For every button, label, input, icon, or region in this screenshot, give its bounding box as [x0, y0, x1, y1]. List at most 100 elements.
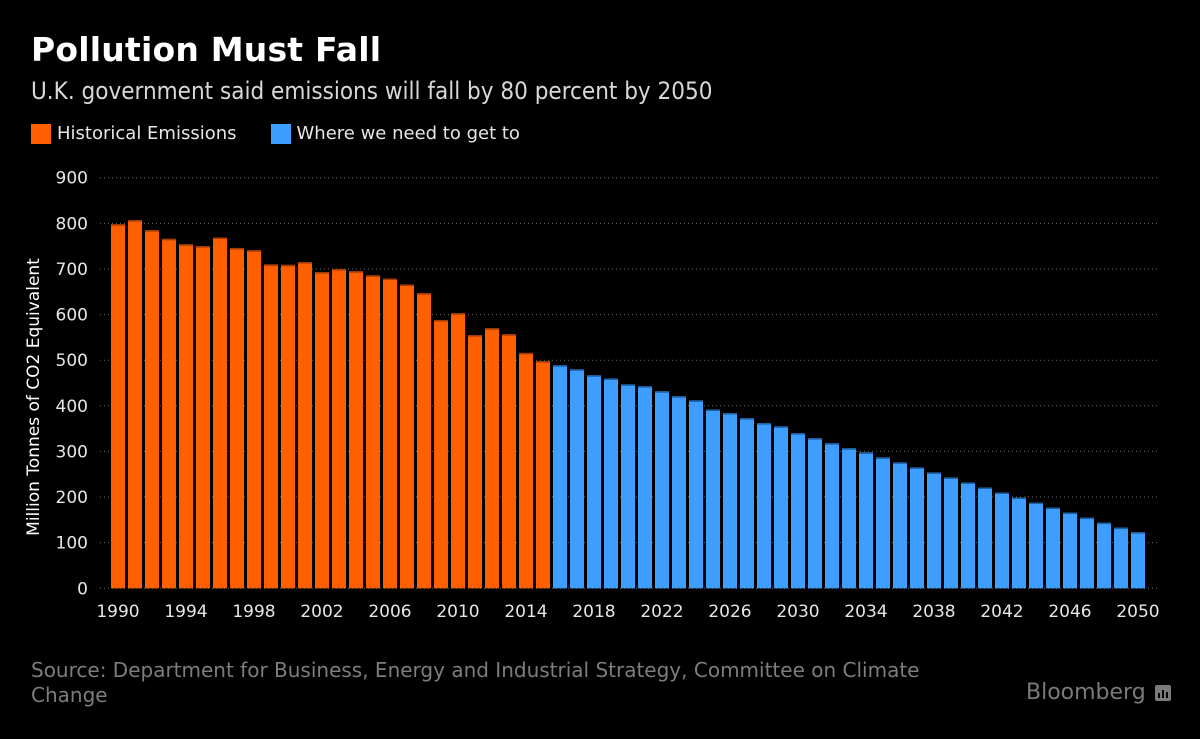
bar-2035 — [876, 457, 890, 589]
bar-2026 — [723, 413, 737, 589]
legend-item-historical: Historical Emissions — [31, 123, 237, 144]
bar-top-edge — [570, 369, 584, 371]
bar-top-edge — [808, 438, 822, 440]
x-tick-label: 1994 — [164, 602, 207, 622]
bar-top-edge — [451, 313, 465, 315]
bar-2019 — [604, 378, 618, 589]
legend-swatch-target — [270, 123, 291, 144]
bar-2011 — [468, 335, 482, 589]
bar-1995 — [196, 246, 210, 589]
bar-top-edge — [876, 457, 890, 459]
source-note: Source: Department for Business, Energy … — [31, 658, 920, 707]
bar-2041 — [978, 487, 992, 589]
bar-2022 — [655, 391, 669, 589]
bar-2016 — [553, 365, 567, 589]
y-tick-label: 700 — [56, 260, 88, 280]
chart-title: Pollution Must Fall — [31, 30, 382, 69]
bar-top-edge — [434, 320, 448, 322]
bar-2030 — [791, 433, 805, 589]
bar-top-edge — [417, 293, 431, 295]
x-tick-label: 2006 — [368, 602, 411, 622]
bar-top-edge — [111, 224, 125, 226]
bar-2006 — [383, 278, 397, 589]
bar-top-edge — [927, 472, 941, 474]
x-axis-ticks: 1990 1994 1998 2002 2006 2010 2014 2018 2022 2026… — [96, 602, 1159, 622]
bar-2009 — [434, 320, 448, 589]
bar-2040 — [961, 482, 975, 589]
bar-1998 — [247, 250, 261, 589]
bar-2018 — [587, 375, 601, 589]
bar-top-edge — [1114, 527, 1128, 530]
bar-top-edge — [893, 462, 907, 464]
bar-1991 — [128, 220, 142, 589]
x-tick-label: 2018 — [572, 602, 615, 622]
bar-1993 — [162, 238, 176, 589]
bar-2037 — [910, 467, 924, 589]
y-tick-label: 400 — [56, 397, 88, 417]
y-tick-label: 100 — [56, 534, 88, 554]
bar-top-edge — [825, 443, 839, 445]
bar-2000 — [281, 264, 295, 589]
x-tick-label: 2034 — [844, 602, 887, 622]
bar-top-edge — [1097, 522, 1111, 525]
bar-top-edge — [349, 271, 363, 273]
x-tick-label: 1998 — [232, 602, 275, 622]
x-tick-label: 2042 — [980, 602, 1023, 622]
y-axis-label: Million Tonnes of CO2 Equivalent — [24, 258, 44, 536]
bar-top-edge — [604, 378, 618, 380]
x-tick-label: 2050 — [1116, 602, 1159, 622]
x-tick-label: 2014 — [504, 602, 547, 622]
bar-top-edge — [264, 264, 278, 266]
bar-top-edge — [1012, 497, 1026, 500]
x-tick-label: 2026 — [708, 602, 751, 622]
bar-2001 — [298, 262, 312, 589]
bar-1997 — [230, 247, 244, 589]
bar-2050 — [1131, 532, 1145, 589]
bar-top-edge — [128, 220, 142, 222]
legend-item-target: Where we need to get to — [270, 123, 520, 144]
bar-top-edge — [230, 247, 244, 250]
bar-top-edge — [638, 386, 652, 388]
bar-2033 — [842, 448, 856, 589]
x-tick-label: 2046 — [1048, 602, 1091, 622]
bar-2043 — [1012, 497, 1026, 589]
bar-2039 — [944, 477, 958, 589]
bar-top-edge — [774, 426, 788, 428]
bar-top-edge — [757, 423, 771, 425]
bar-2002 — [315, 272, 329, 589]
bar-2028 — [757, 423, 771, 589]
bar-top-edge — [247, 250, 261, 252]
x-tick-label: 2022 — [640, 602, 683, 622]
bar-2021 — [638, 386, 652, 589]
bar-top-edge — [723, 413, 737, 415]
bloomberg-logo: Bloomberg — [1026, 680, 1171, 705]
bar-2038 — [927, 472, 941, 589]
y-axis-ticks: 0 100 200 300 400 500 600 700 800 900 — [56, 169, 88, 600]
bar-top-edge — [502, 334, 516, 336]
legend-label-historical: Historical Emissions — [57, 123, 237, 144]
bar-2048 — [1097, 522, 1111, 589]
bar-1996 — [213, 237, 227, 589]
bar-top-edge — [672, 396, 686, 398]
bar-2003 — [332, 268, 346, 589]
bar-top-edge — [332, 268, 346, 271]
bar-1992 — [145, 230, 159, 589]
bar-top-edge — [655, 391, 669, 393]
bar-2049 — [1114, 527, 1128, 589]
bars — [111, 220, 1145, 589]
bar-2008 — [417, 293, 431, 589]
bar-top-edge — [621, 384, 635, 386]
bar-top-edge — [519, 352, 533, 355]
bar-top-edge — [944, 477, 958, 479]
bar-top-edge — [536, 361, 550, 363]
bar-top-edge — [978, 487, 992, 489]
bar-2020 — [621, 384, 635, 589]
bar-2007 — [400, 284, 414, 589]
bar-top-edge — [366, 275, 380, 277]
bar-top-edge — [196, 246, 210, 248]
bar-top-edge — [468, 335, 482, 337]
bar-2045 — [1046, 507, 1060, 589]
bar-top-edge — [995, 492, 1009, 494]
y-tick-label: 800 — [56, 214, 88, 234]
bar-top-edge — [298, 262, 312, 264]
